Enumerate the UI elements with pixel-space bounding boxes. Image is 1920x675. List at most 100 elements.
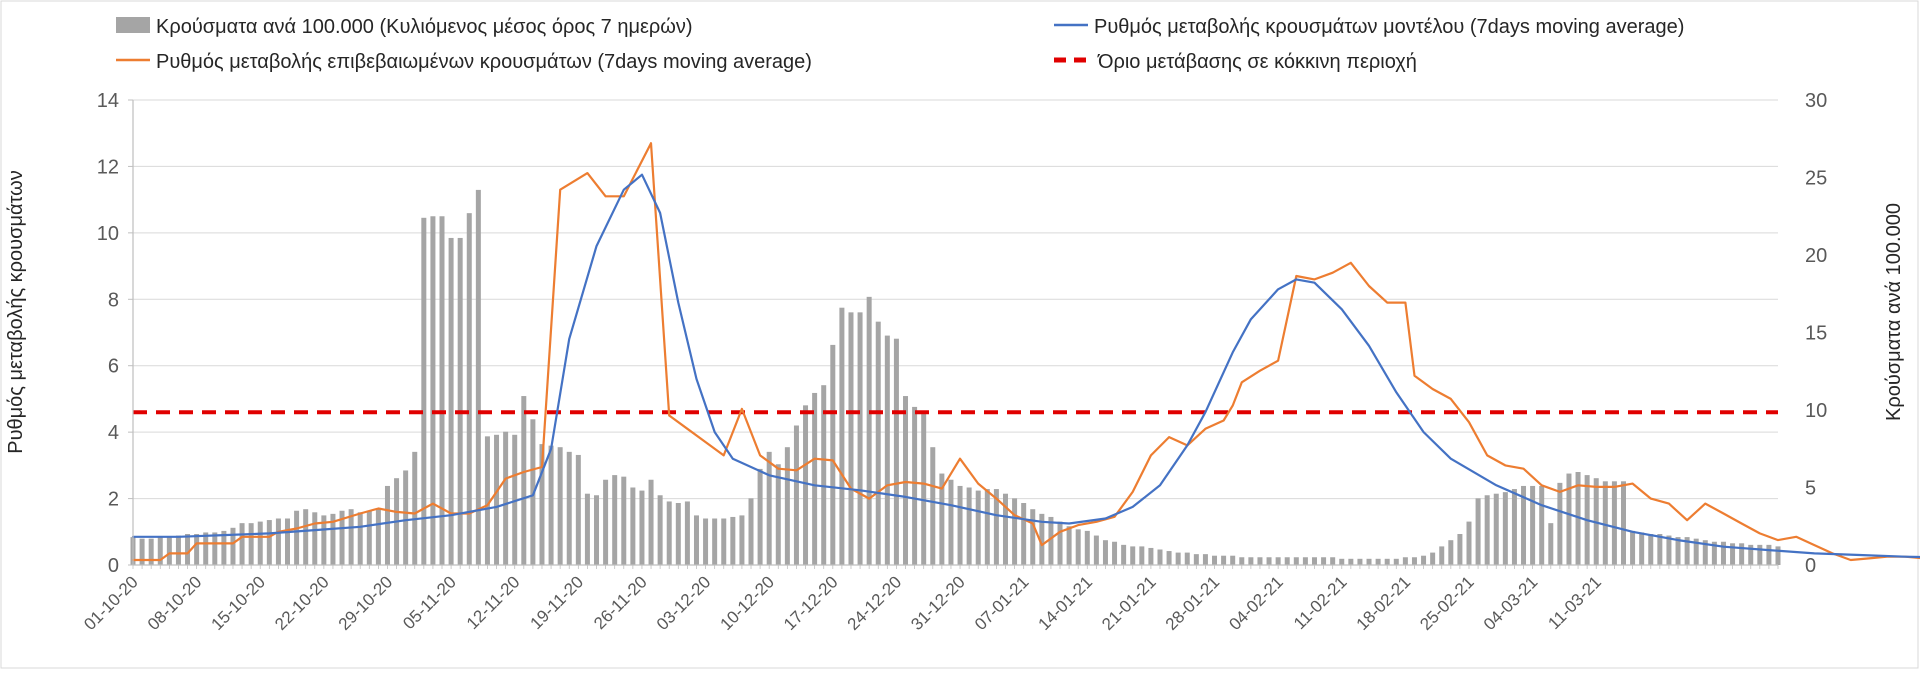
cases-bar bbox=[1502, 492, 1508, 565]
cases-bar bbox=[1348, 558, 1354, 565]
cases-bar bbox=[1148, 547, 1154, 565]
cases-bar bbox=[793, 425, 799, 565]
cases-bar bbox=[339, 510, 345, 565]
cases-bar bbox=[1184, 552, 1190, 565]
cases-bar bbox=[439, 216, 445, 565]
legend-model-label: Ρυθμός μεταβολής κρουσμάτων μοντέλου (7d… bbox=[1094, 16, 1684, 38]
cases-bar bbox=[866, 296, 872, 565]
confirmed-rate-line bbox=[131, 142, 1920, 562]
cases-bar bbox=[1002, 493, 1008, 565]
cases-bar bbox=[1693, 538, 1699, 565]
cases-bar bbox=[1711, 541, 1717, 565]
cases-bar bbox=[548, 445, 554, 565]
cases-bar bbox=[612, 475, 618, 565]
cases-bar bbox=[1466, 521, 1472, 565]
cases-bar bbox=[1421, 555, 1427, 565]
cases-bar bbox=[375, 509, 381, 565]
cases-bar bbox=[893, 338, 899, 565]
cases-bar bbox=[1202, 554, 1208, 565]
cases-bar bbox=[139, 538, 145, 565]
cases-bar bbox=[1357, 558, 1363, 565]
cases-bar bbox=[912, 406, 918, 565]
y-left-tick-label: 2 bbox=[108, 489, 119, 511]
cases-bar bbox=[1075, 529, 1081, 565]
y-right-tick-label: 30 bbox=[1805, 90, 1827, 112]
cases-bar bbox=[1084, 530, 1090, 565]
cases-bar bbox=[312, 512, 318, 565]
cases-bar bbox=[1066, 526, 1072, 565]
cases-bar bbox=[1439, 546, 1445, 565]
cases-bar bbox=[384, 485, 390, 565]
cases-bar bbox=[212, 532, 218, 565]
y-left-tick-label: 10 bbox=[97, 223, 119, 245]
cases-bar bbox=[348, 509, 354, 565]
cases-bar bbox=[603, 479, 609, 565]
cases-bar bbox=[812, 392, 818, 565]
cases-bar bbox=[684, 501, 690, 565]
cases-bar bbox=[1611, 481, 1617, 565]
y-right-tick-label: 5 bbox=[1805, 478, 1816, 500]
cases-bar bbox=[1393, 558, 1399, 565]
cases-bar bbox=[1411, 557, 1417, 565]
cases-bar bbox=[721, 518, 727, 565]
cases-bar bbox=[266, 520, 272, 565]
cases-bar bbox=[1639, 532, 1645, 565]
cases-bar bbox=[975, 490, 981, 565]
cases-bar bbox=[821, 385, 827, 565]
cases-bar bbox=[939, 473, 945, 565]
cases-bar bbox=[1748, 544, 1754, 565]
cases-bar bbox=[1266, 557, 1272, 565]
cases-bar bbox=[675, 503, 681, 565]
cases-bar bbox=[321, 515, 327, 565]
cases-bar bbox=[1521, 485, 1527, 565]
cases-bar bbox=[1175, 552, 1181, 565]
cases-bar bbox=[948, 479, 954, 565]
cases-bar bbox=[1157, 549, 1163, 565]
cases-bar bbox=[1575, 472, 1581, 565]
cases-bar bbox=[739, 515, 745, 565]
cases-bar bbox=[1730, 543, 1736, 565]
cases-bar bbox=[230, 527, 236, 565]
y-right-tick-label: 10 bbox=[1805, 400, 1827, 422]
cases-bar bbox=[921, 413, 927, 565]
cases-bar bbox=[630, 487, 636, 565]
y-left-tick-label: 14 bbox=[97, 90, 119, 112]
y-left-tick-label: 12 bbox=[97, 156, 119, 178]
cases-bar bbox=[857, 312, 863, 565]
cases-bar bbox=[1430, 552, 1436, 565]
cases-bar bbox=[1548, 523, 1554, 565]
cases-bar bbox=[1757, 544, 1763, 565]
cases-bars bbox=[130, 189, 1781, 566]
cases-bar bbox=[748, 498, 754, 565]
cases-bar bbox=[1112, 541, 1118, 565]
cases-bar bbox=[1012, 498, 1018, 565]
cases-bar bbox=[412, 451, 418, 565]
cases-bar bbox=[430, 216, 436, 565]
cases-bar bbox=[275, 518, 281, 565]
y-left-axis-title: Ρυθμός μεταβολής κρουσμάτων bbox=[5, 170, 27, 454]
cases-bar bbox=[1511, 489, 1517, 565]
cases-bar bbox=[1021, 503, 1027, 565]
cases-bar bbox=[1102, 540, 1108, 565]
cases-bar bbox=[257, 521, 263, 565]
cases-bar bbox=[1457, 534, 1463, 565]
cases-bar bbox=[712, 518, 718, 565]
cases-bar bbox=[530, 419, 536, 565]
cases-bar bbox=[1048, 516, 1054, 565]
cases-bar bbox=[521, 396, 527, 565]
cases-bar bbox=[421, 217, 427, 566]
cases-bar bbox=[185, 534, 191, 565]
cases-bar bbox=[457, 237, 463, 565]
cases-bar bbox=[148, 538, 154, 565]
y-left-tick-label: 8 bbox=[108, 289, 119, 311]
cases-bar bbox=[575, 454, 581, 565]
cases-bar bbox=[775, 464, 781, 565]
cases-bar bbox=[1602, 481, 1608, 565]
cases-bar bbox=[621, 476, 627, 565]
cases-bar bbox=[766, 451, 772, 565]
cases-bar bbox=[848, 312, 854, 565]
cases-bar bbox=[175, 535, 181, 565]
cases-bar bbox=[466, 213, 472, 565]
cases-bar bbox=[966, 487, 972, 565]
